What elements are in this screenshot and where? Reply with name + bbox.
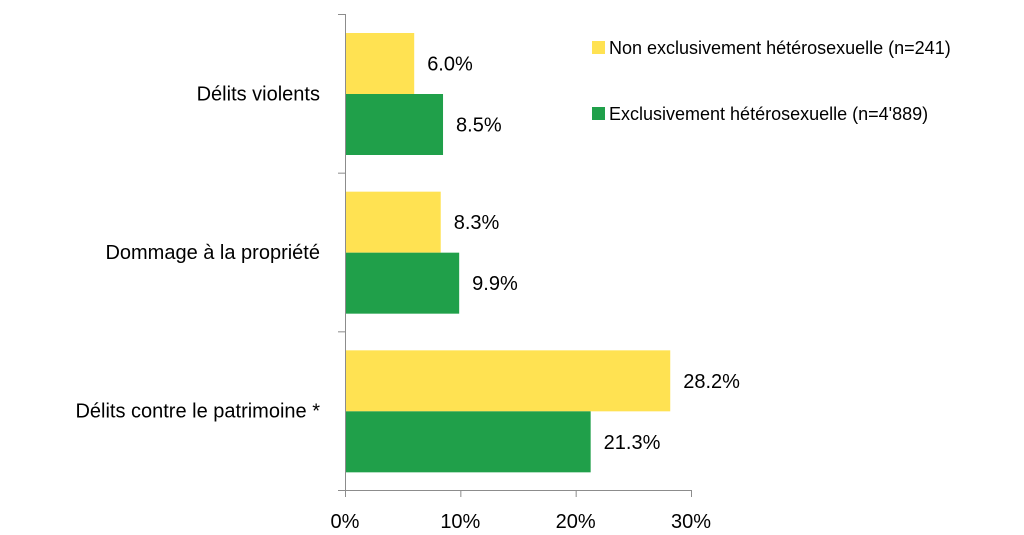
data-label: 9.9% <box>472 273 518 295</box>
x-tick-label: 10% <box>440 511 480 533</box>
data-label: 6.0% <box>427 54 473 76</box>
category-label: Délits violents <box>197 83 320 105</box>
plot-area: 6.0% 8.5% Délits violents 8.3% 9.9% Dommage à… <box>75 14 740 533</box>
bar <box>345 350 671 412</box>
bar <box>345 411 591 473</box>
bar <box>345 252 460 314</box>
data-label: 21.3% <box>604 432 661 454</box>
legend-label: Non exclusivement hétérosexuelle (n=241) <box>609 38 951 58</box>
category-label: Dommage à la propriété <box>105 242 320 264</box>
legend-swatch <box>592 41 605 54</box>
legend: Non exclusivement hétérosexuelle (n=241)… <box>592 38 951 124</box>
legend-swatch <box>592 107 605 120</box>
bar <box>345 33 415 94</box>
x-tick-label: 0% <box>331 511 360 533</box>
category-label: Délits contre le patrimoine * <box>75 401 320 423</box>
bar <box>345 94 444 155</box>
data-label: 8.5% <box>456 115 502 137</box>
data-label: 8.3% <box>454 212 500 234</box>
x-tick-label: 30% <box>671 511 711 533</box>
bar <box>345 191 441 253</box>
legend-label: Exclusivement hétérosexuelle (n=4'889) <box>609 104 928 124</box>
data-label: 28.2% <box>683 371 740 393</box>
x-tick-label: 20% <box>556 511 596 533</box>
